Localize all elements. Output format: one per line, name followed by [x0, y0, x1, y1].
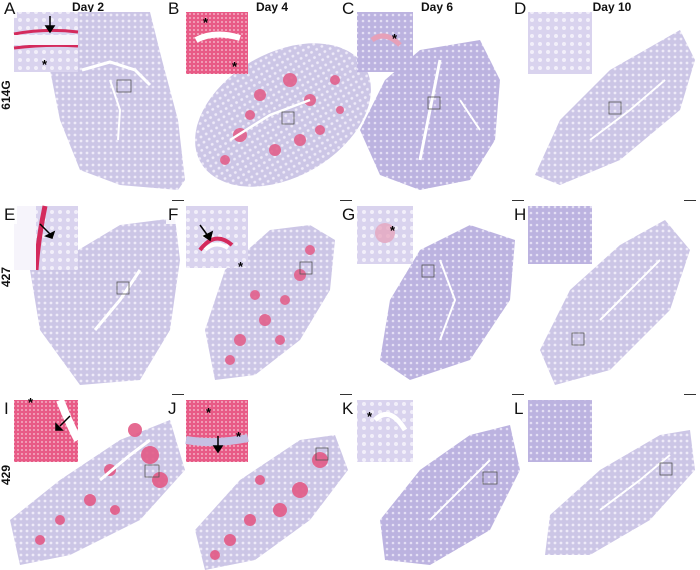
- panel-i-section: [10, 420, 185, 565]
- arrow-i-head: [55, 422, 64, 431]
- inset-l: [528, 400, 592, 462]
- panel-letter-i: I: [2, 399, 11, 418]
- arrow-e: [39, 223, 51, 235]
- inset-k: [357, 400, 413, 462]
- scale-bar-c: [512, 200, 524, 201]
- inset-h: [528, 206, 592, 264]
- asterisk-f: *: [238, 259, 244, 274]
- asterisk-i: *: [28, 395, 34, 410]
- panel-letter-b: B: [166, 0, 182, 18]
- asterisk-c: *: [392, 31, 398, 46]
- panel-letter-e: E: [2, 205, 18, 224]
- inset-i: [14, 398, 82, 462]
- scale-bar-e: [172, 394, 184, 395]
- panel-letter-f: F: [166, 205, 181, 224]
- panel-letter-d: D: [512, 0, 529, 18]
- panel-k-section: [380, 425, 520, 565]
- asterisk-g: *: [390, 223, 396, 238]
- arrow-i: [59, 415, 71, 427]
- column-header-day-2: Day 2: [71, 0, 105, 14]
- column-header-day-4: Day 4: [255, 0, 289, 14]
- inset-a: [13, 12, 79, 72]
- asterisk-a: *: [42, 57, 48, 72]
- asterisk-b2: *: [232, 59, 238, 74]
- panel-h-section: [540, 220, 690, 385]
- inset-g: [357, 206, 413, 264]
- panel-j-section: [195, 435, 348, 570]
- panel-letter-l: L: [512, 399, 526, 418]
- panel-letter-c: C: [340, 0, 357, 18]
- arrows-layer: [39, 16, 224, 454]
- arrow-j-head: [212, 445, 224, 454]
- asterisk-k: *: [367, 409, 373, 424]
- inset-e: [14, 205, 78, 271]
- asterisk-j1: *: [206, 405, 212, 420]
- scale-bar-b: [340, 200, 352, 201]
- panel-d-section: [535, 30, 695, 185]
- scale-bar-a: [172, 200, 184, 201]
- panel-letter-h: H: [512, 205, 529, 224]
- asterisk-b1: *: [203, 15, 209, 30]
- panel-g-section: [380, 225, 515, 380]
- panel-c-section: [360, 40, 500, 190]
- panel-letter-a: A: [2, 0, 18, 18]
- panel-b-section: [195, 43, 371, 187]
- panel-letter-g: G: [340, 205, 358, 224]
- panel-letter-j: J: [166, 399, 179, 418]
- scale-bar-f: [340, 394, 352, 395]
- scale-bar-d: [684, 200, 696, 201]
- column-header-day-6: Day 6: [420, 0, 454, 14]
- inset-d: [528, 12, 592, 74]
- asterisk-j2: *: [236, 429, 242, 444]
- inset-b: [186, 12, 248, 74]
- panel-letter-k: K: [340, 399, 356, 418]
- inset-f: [186, 206, 248, 268]
- scale-bar-h: [684, 394, 696, 395]
- arrow-e-head: [44, 230, 56, 239]
- panel-a-section: [48, 12, 185, 190]
- arrow-a-head: [44, 25, 56, 34]
- panel-l-section: [545, 430, 695, 555]
- arrow-f-head: [202, 230, 214, 242]
- inset-c: [357, 12, 413, 72]
- scale-bar-g: [512, 394, 524, 395]
- column-header-day-10: Day 10: [592, 0, 632, 14]
